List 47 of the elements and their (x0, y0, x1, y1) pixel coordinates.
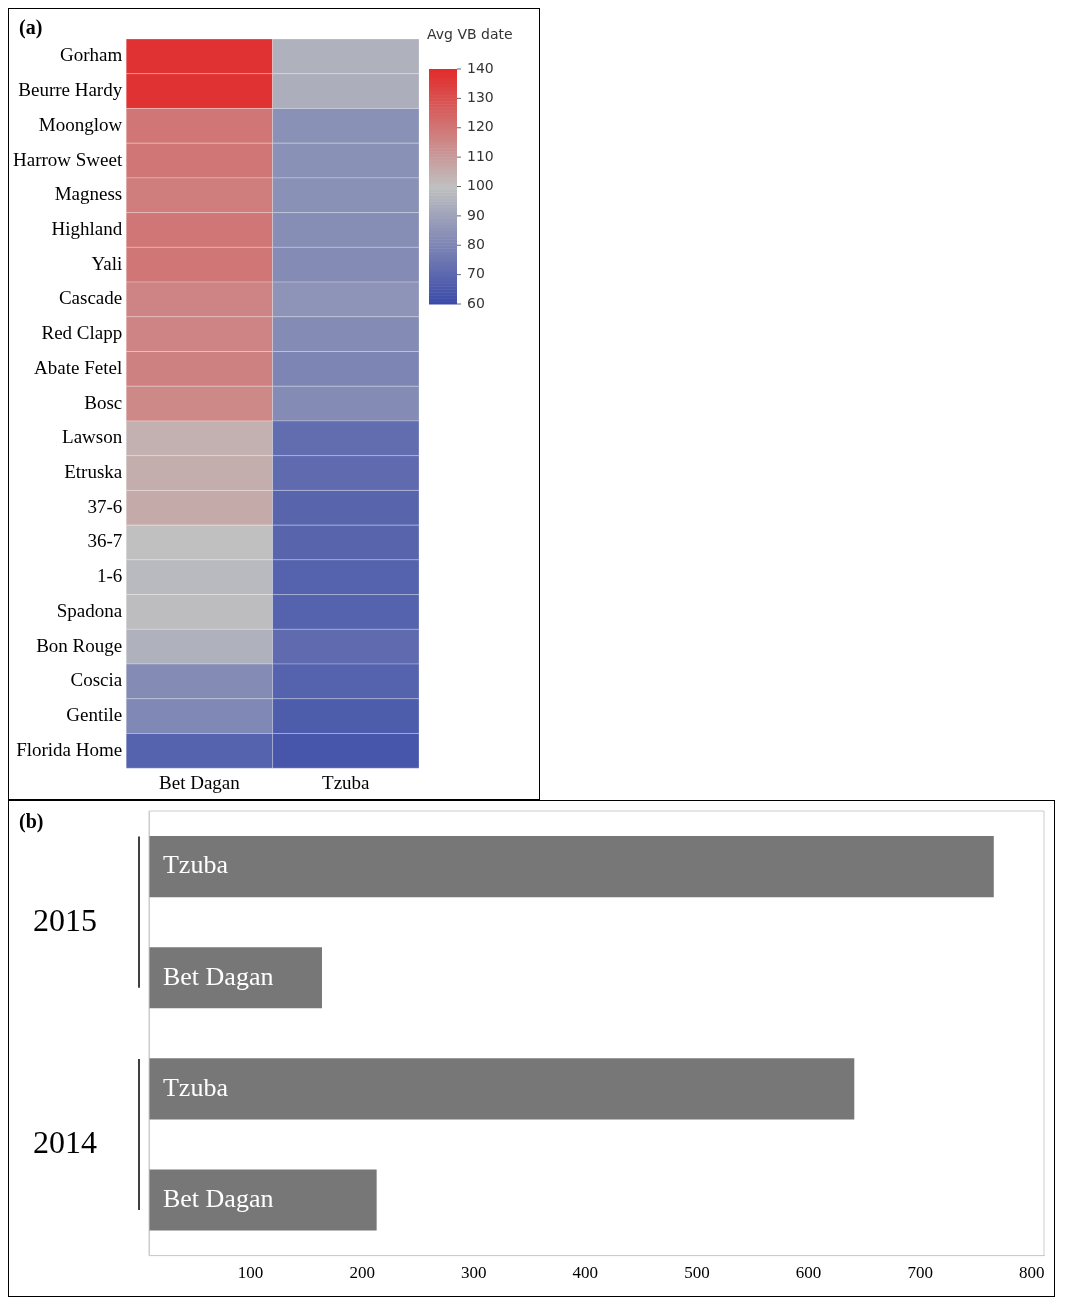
y-tick-label: Highland (51, 217, 123, 239)
text: (b) (19, 810, 44, 834)
y-tick-label: Cascade (58, 287, 123, 309)
color-bar-title: Avg VB date (427, 25, 513, 42)
y-tick-label: Yali (91, 252, 123, 274)
y-tick-label: Spadona (56, 599, 123, 621)
y-tick-label: Abate Fetel (34, 356, 123, 378)
y-tick-label: Beurre Hardy (18, 79, 123, 101)
y-tick-label: Red Clapp (41, 322, 123, 344)
x-tick-label: 400 (572, 1263, 599, 1283)
color-bar-label: 60 (467, 294, 485, 311)
text: 2015 (33, 901, 97, 938)
x-tick-label: 300 (460, 1263, 487, 1283)
x-tick-label: 800 (1018, 1263, 1045, 1283)
x-tick-label: 700 (907, 1263, 933, 1283)
text: (a) (19, 16, 43, 40)
x-tick-label: 500 (684, 1263, 710, 1283)
y-tick-label: Bosc (84, 391, 123, 413)
y-tick-label: Tzuba (162, 1072, 229, 1102)
y-tick-label: Coscia (70, 669, 123, 691)
y-tick-label: 37-6 (87, 495, 123, 517)
color-bar-label: 120 (467, 118, 494, 135)
color-bar-label: 90 (467, 206, 485, 223)
x-tick-label: 600 (795, 1263, 822, 1283)
x-tick-label: 200 (349, 1263, 375, 1283)
y-tick-label: Tzuba (162, 850, 229, 880)
y-tick-label: Magness (54, 183, 123, 205)
color-bar-label: 80 (467, 235, 485, 252)
color-bar-label: 130 (467, 89, 494, 106)
text: 2014 (33, 1123, 97, 1160)
y-tick-label: Etruska (64, 461, 123, 483)
y-tick-label: Bet Dagan (162, 1183, 274, 1213)
color-bar-label: 140 (467, 59, 494, 76)
y-tick-label: Harrow Sweet (12, 148, 123, 170)
y-tick-label: 36-7 (87, 530, 123, 552)
y-tick-label: Gentile (66, 704, 123, 726)
color-bar-label: 100 (467, 177, 494, 194)
y-tick-label: Moonglow (38, 113, 123, 135)
y-tick-label: Bon Rouge (36, 634, 123, 656)
y-tick-label: Lawson (62, 426, 123, 448)
y-tick-label: Gorham (59, 44, 123, 66)
color-bar-label: 70 (467, 265, 485, 282)
y-tick-label: 1-6 (96, 565, 123, 587)
x-tick-label: 100 (237, 1263, 264, 1283)
color-bar-label: 110 (467, 147, 494, 164)
y-tick-label: Bet Dagan (162, 961, 274, 991)
y-tick-label: Florida Home (16, 738, 123, 760)
